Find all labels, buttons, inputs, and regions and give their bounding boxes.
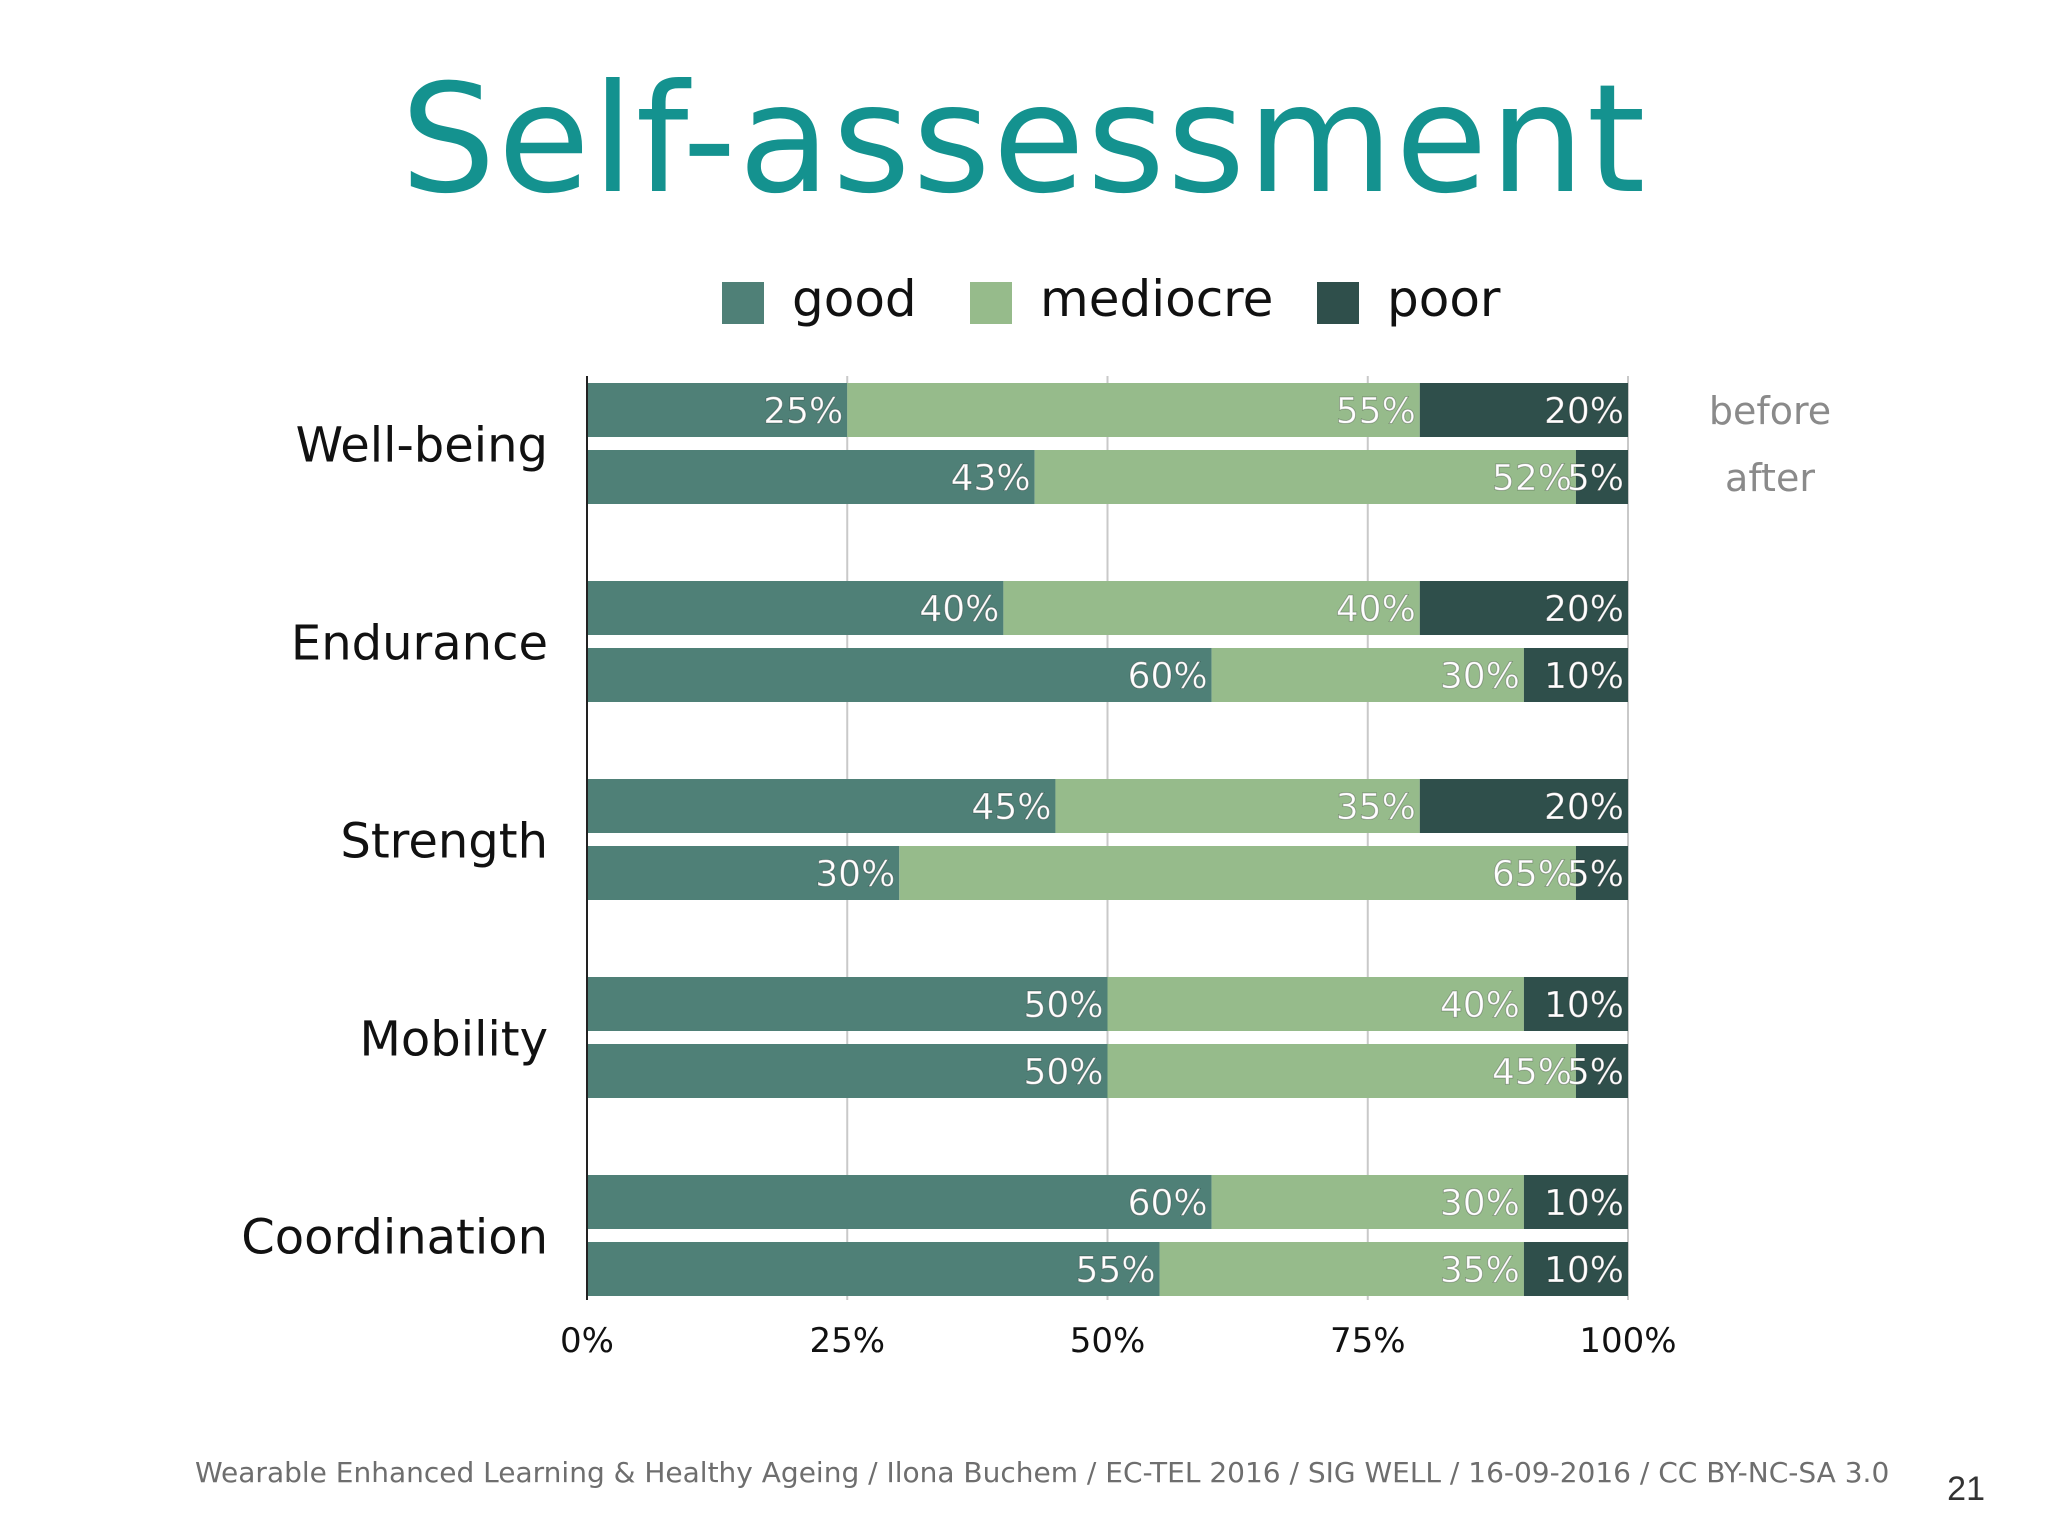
data-label: 60% (1128, 656, 1208, 697)
data-label: 20% (1544, 787, 1624, 828)
bar-segment-mediocre (1159, 1242, 1524, 1296)
bar-segment-mediocre (1211, 1175, 1524, 1229)
legend-label-mediocre: mediocre (1040, 270, 1273, 328)
bar-segment-poor (1419, 383, 1628, 437)
x-tick-label: 0% (560, 1321, 614, 1361)
bar-segment-poor (1523, 977, 1628, 1031)
slide-title: Self-assessment (400, 53, 1648, 227)
bar-segment-mediocre (1107, 1044, 1576, 1098)
data-label: 45% (1492, 1052, 1572, 1093)
legend-label-good: good (792, 270, 917, 328)
data-label: 43% (951, 458, 1031, 499)
bar-segment-mediocre (1211, 648, 1524, 702)
bar-segment-good (587, 1044, 1108, 1098)
data-label: 35% (1336, 787, 1416, 828)
page-number: 21 (1947, 1470, 1985, 1508)
data-label: 10% (1544, 1183, 1624, 1224)
data-label: 25% (763, 391, 843, 432)
bar-segment-poor (1575, 846, 1628, 900)
data-label: 20% (1544, 589, 1624, 630)
bar-segment-good (587, 846, 900, 900)
data-label: 40% (1336, 589, 1416, 630)
legend-swatch-mediocre (970, 282, 1012, 324)
data-label: 45% (971, 787, 1051, 828)
data-label: 35% (1440, 1250, 1520, 1291)
bar-segment-good (587, 977, 1108, 1031)
data-label: 5% (1567, 458, 1624, 499)
data-label: 10% (1544, 656, 1624, 697)
legend-swatch-good (722, 282, 764, 324)
bar-segment-mediocre (847, 383, 1420, 437)
data-label: 10% (1544, 1250, 1624, 1291)
x-tick-label: 50% (1070, 1321, 1146, 1361)
data-label: 30% (815, 854, 895, 895)
bar-segment-good (587, 779, 1056, 833)
category-label: Well-being (296, 418, 548, 474)
row-label-after: after (1725, 456, 1815, 500)
bar-segment-poor (1523, 1175, 1628, 1229)
data-label: 40% (919, 589, 999, 630)
bar-segment-mediocre (1107, 977, 1524, 1031)
bar-segment-mediocre (1055, 779, 1420, 833)
bar-segment-mediocre (1034, 450, 1576, 504)
bar-segment-good (587, 450, 1035, 504)
bar-segment-good (587, 581, 1004, 635)
data-label: 5% (1567, 854, 1624, 895)
bar-segment-good (587, 648, 1212, 702)
row-label-before: before (1709, 389, 1831, 433)
bar-segment-poor (1575, 1044, 1628, 1098)
data-label: 40% (1440, 985, 1520, 1026)
bar-segment-mediocre (1003, 581, 1420, 635)
data-label: 50% (1023, 1052, 1103, 1093)
bar-segment-good (587, 383, 848, 437)
bar-segment-poor (1419, 779, 1628, 833)
bar-segment-mediocre (899, 846, 1576, 900)
slide-footer: Wearable Enhanced Learning & Healthy Age… (195, 1456, 1890, 1489)
category-label: Mobility (360, 1012, 548, 1068)
data-label: 52% (1492, 458, 1572, 499)
data-label: 30% (1440, 1183, 1520, 1224)
bar-segment-poor (1523, 648, 1628, 702)
data-label: 55% (1076, 1250, 1156, 1291)
x-tick-label: 100% (1579, 1321, 1676, 1361)
legend-label-poor: poor (1387, 270, 1501, 328)
data-label: 5% (1567, 1052, 1624, 1093)
bar-segment-poor (1575, 450, 1628, 504)
category-label: Coordination (241, 1210, 548, 1266)
x-tick-label: 75% (1330, 1321, 1406, 1361)
bar-segment-poor (1419, 581, 1628, 635)
category-label: Strength (340, 814, 548, 870)
data-label: 55% (1336, 391, 1416, 432)
data-label: 30% (1440, 656, 1520, 697)
data-label: 10% (1544, 985, 1624, 1026)
bar-segment-good (587, 1242, 1160, 1296)
data-label: 65% (1492, 854, 1572, 895)
category-label: Endurance (291, 616, 548, 672)
data-label: 50% (1023, 985, 1103, 1026)
bar-segment-poor (1523, 1242, 1628, 1296)
legend-swatch-poor (1317, 282, 1359, 324)
data-label: 60% (1128, 1183, 1208, 1224)
x-tick-label: 25% (809, 1321, 885, 1361)
bar-segment-good (587, 1175, 1212, 1229)
data-label: 20% (1544, 391, 1624, 432)
